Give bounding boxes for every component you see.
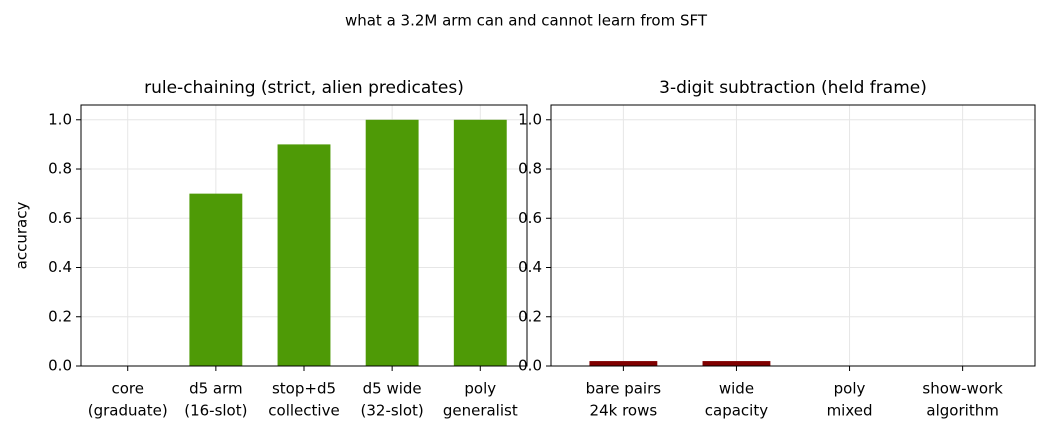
bar [589, 361, 658, 366]
x-tick-label: collective [268, 402, 339, 420]
y-tick-label: 0.4 [48, 258, 72, 276]
x-tick-label: algorithm [926, 402, 998, 420]
chart-title: rule-chaining (strict, alien predicates) [144, 78, 464, 98]
x-tick-label: d5 arm [189, 380, 243, 398]
y-tick-label: 0.8 [518, 160, 542, 178]
x-tick-label: core [111, 380, 144, 398]
x-tick-label: (32-slot) [361, 402, 424, 420]
y-tick-label: 1.0 [518, 110, 542, 128]
y-tick-label: 0.6 [518, 209, 542, 227]
bar [189, 193, 243, 366]
bar [702, 361, 771, 366]
axes-frame [80, 104, 528, 367]
x-tick-label: mixed [827, 402, 873, 420]
y-tick-label: 0.2 [518, 307, 542, 325]
y-tick-label: 0.8 [48, 160, 72, 178]
x-tick-label: stop+d5 [272, 380, 336, 398]
x-tick-label: bare pairs [586, 380, 662, 398]
x-tick-label: d5 wide [363, 380, 422, 398]
y-axis-label: accuracy [13, 202, 31, 270]
x-tick-label: wide [719, 380, 754, 398]
y-tick-label: 0.6 [48, 209, 72, 227]
axes-frame [550, 104, 1036, 367]
bar [365, 119, 419, 366]
x-tick-label: capacity [705, 402, 768, 420]
bar [277, 144, 331, 366]
suptitle: what a 3.2M arm can and cannot learn fro… [345, 12, 708, 30]
bar [453, 119, 507, 366]
x-tick-label: generalist [443, 402, 518, 420]
y-tick-label: 0.4 [518, 258, 542, 276]
x-tick-label: 24k rows [590, 402, 658, 420]
x-tick-label: show-work [922, 380, 1003, 398]
x-tick-label: poly [464, 380, 496, 398]
y-tick-label: 0.0 [518, 357, 542, 375]
x-tick-label: (16-slot) [184, 402, 247, 420]
y-tick-label: 0.0 [48, 357, 72, 375]
y-tick-label: 1.0 [48, 110, 72, 128]
x-tick-label: poly [834, 380, 866, 398]
y-tick-label: 0.2 [48, 307, 72, 325]
chart-title: 3-digit subtraction (held frame) [659, 78, 927, 98]
x-tick-label: (graduate) [88, 402, 168, 420]
